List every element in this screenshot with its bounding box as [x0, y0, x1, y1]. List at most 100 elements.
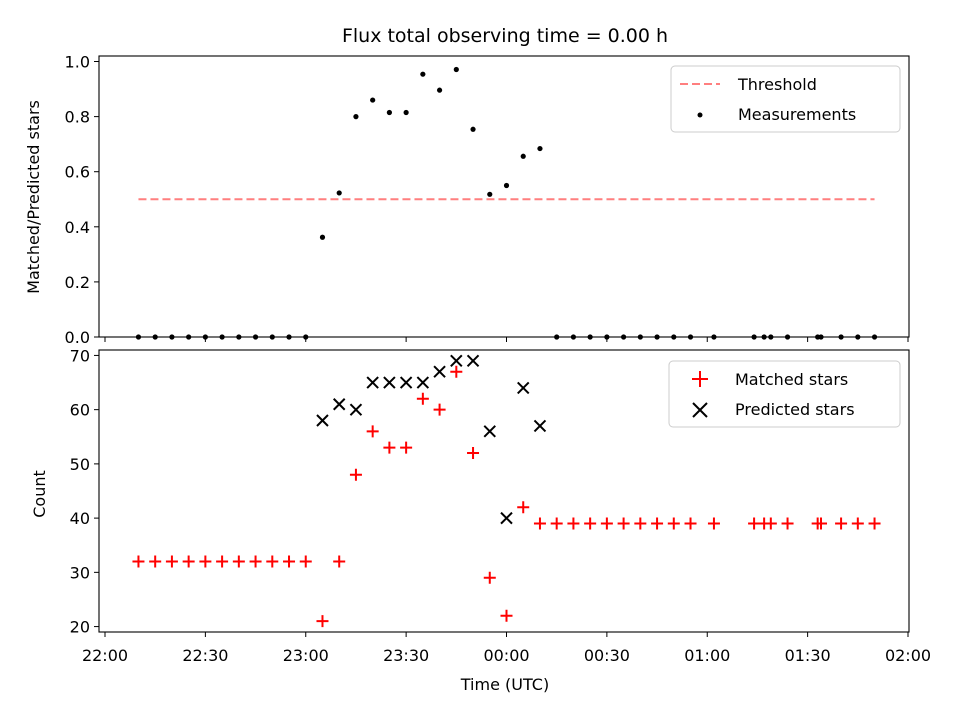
matched-star-point	[667, 517, 680, 530]
matched-star-point	[283, 555, 296, 568]
bottom-x-tick-label: 23:30	[383, 646, 429, 665]
matched-star-point	[182, 555, 195, 568]
matched-star-point	[781, 517, 794, 530]
measurement-point	[520, 153, 526, 159]
predicted-star-point	[366, 376, 379, 389]
matched-star-point	[383, 441, 396, 454]
matched-star-point	[684, 517, 697, 530]
predicted-star-point	[383, 376, 396, 389]
measurement-point	[403, 109, 409, 116]
predicted-star-point	[416, 376, 430, 389]
bottom-legend-box	[668, 360, 901, 428]
matched-star-point	[249, 555, 262, 568]
measurement-point	[319, 234, 326, 240]
matched-star-point	[533, 517, 546, 530]
bottom-y-tick-label: 30	[70, 563, 90, 582]
matched-star-point	[550, 517, 563, 530]
predicted-star-point	[450, 354, 463, 368]
matched-star-point	[617, 517, 630, 530]
bottom-y-tick-label: 60	[70, 401, 90, 420]
top-y-axis-label: Matched/Predicted stars	[24, 100, 43, 294]
bottom-x-tick-label: 01:30	[785, 646, 831, 665]
predicted-star-point	[483, 425, 496, 438]
top-legend: Threshold Measurements	[670, 65, 901, 133]
matched-star-point	[333, 555, 346, 568]
legend-predicted-label: Predicted stars	[735, 400, 855, 419]
matched-star-point	[165, 555, 178, 568]
matched-star-point	[764, 517, 777, 530]
matched-star-point	[651, 517, 664, 530]
matched-star-point	[316, 615, 329, 628]
bottom-panel: Count Time (UTC) 20 30 40 50 60 70 22:00 22:30…	[30, 346, 931, 694]
matched-star-point	[567, 517, 580, 530]
bottom-y-axis-label: Count	[30, 470, 49, 518]
legend-measurements-swatch	[697, 112, 703, 118]
matched-star-point	[851, 517, 864, 530]
predicted-star-point	[399, 376, 413, 389]
matched-star-point	[400, 441, 413, 454]
predicted-star-point	[533, 419, 547, 433]
matched-star-point	[634, 517, 647, 530]
measurement-point	[470, 126, 476, 132]
predicted-star-point	[349, 403, 363, 416]
chart-title: Flux total observing time = 0.00 h	[342, 25, 668, 47]
measurement-point	[420, 71, 426, 77]
matched-star-point	[868, 517, 881, 530]
bottom-y-tick-label: 70	[70, 346, 90, 365]
legend-threshold-label: Threshold	[737, 75, 817, 94]
top-y-tick-label: 0.8	[65, 108, 90, 127]
predicted-star-point	[517, 381, 530, 395]
matched-star-point	[416, 392, 429, 405]
matched-star-point	[467, 447, 480, 460]
top-y-tick-label: 1.0	[65, 53, 90, 72]
predicted-stars-points	[316, 354, 547, 525]
matched-star-point	[707, 517, 720, 530]
matched-star-point	[483, 571, 496, 584]
predicted-star-point	[316, 414, 329, 427]
predicted-star-point	[333, 398, 346, 411]
measurement-point	[503, 182, 510, 189]
measurement-point	[537, 145, 543, 152]
bottom-x-ticks: 22:00 22:30 23:00 23:30 00:00 00:30 01:00 01:30…	[82, 632, 931, 665]
bottom-y-tick-label: 20	[70, 618, 90, 637]
matched-star-point	[366, 425, 379, 438]
matched-star-point	[748, 517, 761, 530]
legend-matched-swatch	[692, 371, 708, 387]
bottom-x-tick-label: 00:00	[483, 646, 529, 665]
measurement-point	[436, 87, 443, 93]
bottom-legend: Matched stars Predicted stars	[668, 360, 901, 428]
matched-star-point	[600, 517, 613, 530]
bottom-x-tick-label: 01:00	[684, 646, 730, 665]
matched-star-point	[433, 403, 446, 416]
matched-star-point	[232, 555, 245, 568]
measurement-point	[386, 109, 392, 116]
matched-star-point	[517, 501, 530, 514]
matched-star-point	[299, 555, 312, 568]
matched-star-point	[216, 555, 229, 568]
bottom-x-tick-label: 22:00	[82, 646, 128, 665]
matched-star-point	[132, 555, 145, 568]
measurement-point	[336, 190, 342, 196]
matched-star-point	[266, 555, 279, 568]
matched-star-point	[584, 517, 597, 530]
top-y-tick-label: 0.4	[65, 218, 90, 237]
legend-matched-label: Matched stars	[735, 370, 848, 389]
measurement-point	[353, 114, 359, 120]
bottom-x-tick-label: 02:00	[885, 646, 931, 665]
top-axes-frame	[98, 55, 910, 338]
top-legend-box	[670, 65, 901, 133]
bottom-x-tick-label: 23:00	[283, 646, 329, 665]
measurement-point	[487, 191, 493, 197]
measurement-point	[370, 97, 376, 103]
matched-star-point	[349, 468, 362, 481]
bottom-axes-frame	[98, 349, 910, 633]
top-y-tick-label: 0.0	[65, 328, 90, 347]
top-y-ticks: 0.0 0.2 0.4 0.6 0.8 1.0	[65, 53, 99, 347]
predicted-star-point	[466, 354, 480, 368]
matched-star-point	[149, 555, 162, 568]
x-axis-label: Time (UTC)	[460, 675, 549, 694]
bottom-y-ticks: 20 30 40 50 60 70	[70, 346, 99, 637]
matched-star-point	[815, 517, 828, 530]
predicted-star-point	[433, 365, 446, 378]
